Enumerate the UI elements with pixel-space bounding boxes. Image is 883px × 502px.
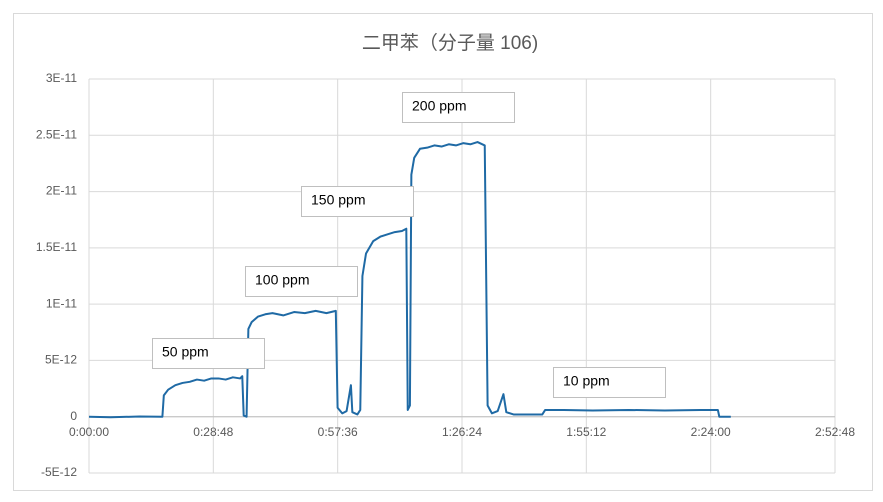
annotation: 200 ppm (412, 98, 466, 114)
x-tick-label: 0:00:00 (69, 425, 109, 439)
x-tick-label: 0:57:36 (318, 425, 358, 439)
annotation: 150 ppm (311, 192, 365, 208)
x-tick-label: 0:28:48 (193, 425, 233, 439)
plot (88, 141, 731, 419)
y-tick-label: 1.5E-11 (36, 240, 77, 254)
annotation-box (402, 92, 515, 123)
y-tick-label: 2E-11 (46, 184, 77, 198)
annotation-box (152, 338, 265, 369)
y-tick-label: 1E-11 (46, 296, 77, 310)
annotation-box (245, 266, 358, 297)
y-tick-label: 5E-12 (45, 353, 77, 367)
data-line (88, 141, 731, 419)
y-tick-label: 2.5E-11 (36, 127, 77, 141)
y-tick-label: 3E-11 (46, 71, 77, 85)
x-tick-label: 2:52:48 (815, 425, 855, 439)
annotation: 10 ppm (563, 373, 610, 389)
x-tick-label: 1:26:24 (442, 425, 482, 439)
annotation-box (553, 367, 666, 398)
annotation: 100 ppm (255, 272, 309, 288)
chart-title: 二甲苯（分子量 106) (362, 32, 538, 54)
y-tick-label: -5E-12 (41, 465, 77, 479)
annotation-box (301, 186, 414, 217)
y-tick-label: 0 (70, 409, 77, 423)
grid (88, 78, 836, 474)
x-tick-label: 2:24:00 (691, 425, 731, 439)
annotation: 50 ppm (162, 344, 209, 360)
chart-frame (13, 13, 873, 491)
x-tick-label: 1:55:12 (566, 425, 606, 439)
